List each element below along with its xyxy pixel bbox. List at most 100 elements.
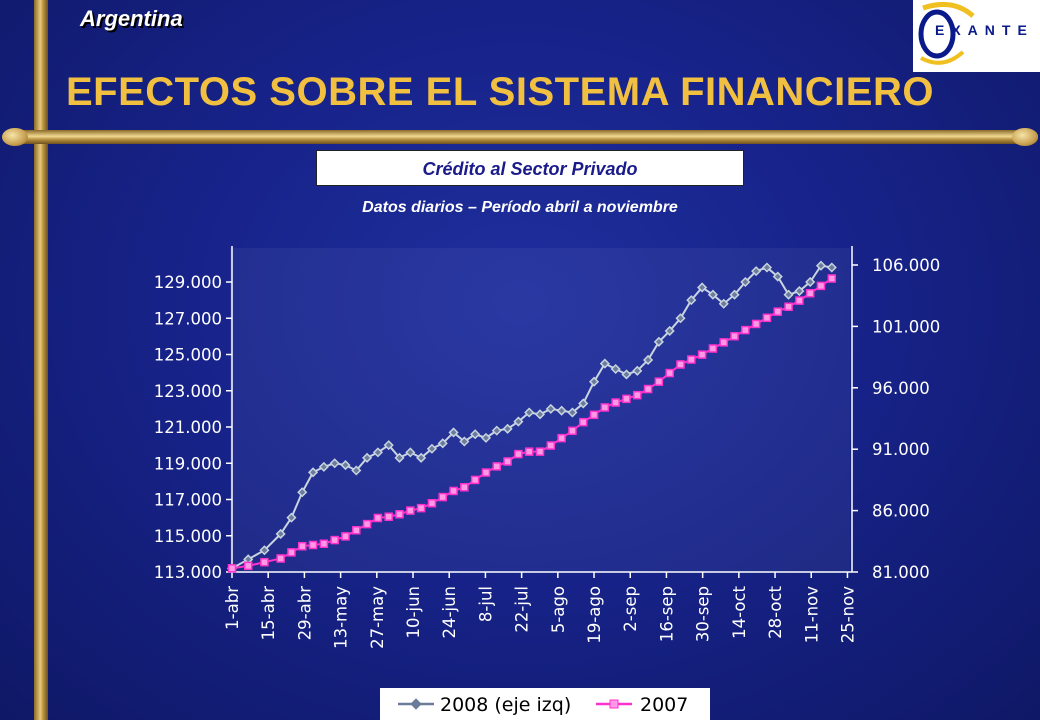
series-2007-point <box>460 483 469 492</box>
series-2008-point <box>416 452 427 463</box>
series-2008-point <box>340 460 351 471</box>
series-2008-point <box>362 452 373 463</box>
series-2007-point <box>687 355 696 364</box>
series-2008-point <box>805 276 816 288</box>
series-2008-point <box>610 363 621 375</box>
series-2008-point <box>502 423 513 434</box>
series-2007-point <box>341 532 350 541</box>
series-2008-point <box>815 260 827 271</box>
x-tick-label: 2-sep <box>621 586 640 632</box>
x-tick-label: 25-nov <box>838 586 857 644</box>
series-2007-point <box>784 302 793 312</box>
series-2008-point <box>524 407 535 418</box>
series-2008-point <box>588 376 600 387</box>
y-left-tick-label: 119.000 <box>154 454 222 473</box>
series-2007-point <box>330 535 339 545</box>
y-left-tick-label: 121.000 <box>154 418 222 437</box>
y-left-tick-label: 115.000 <box>154 527 222 546</box>
series-2008-point <box>286 512 297 523</box>
bar-right-cap <box>1012 128 1038 146</box>
series-2007-point <box>438 492 447 502</box>
series-2008-point <box>329 458 340 469</box>
x-tick-label: 1-abr <box>223 586 242 630</box>
series-2007-point <box>557 433 566 443</box>
series-2008-point <box>664 325 675 336</box>
series-2008-point <box>297 487 308 498</box>
series-2008-point <box>686 295 697 306</box>
series-2008-point <box>459 436 470 447</box>
series-2008-point <box>643 354 654 365</box>
series-2007-point <box>470 475 480 485</box>
series-2008-point <box>772 271 783 282</box>
y-left-tick-label: 117.000 <box>154 491 222 510</box>
bar-left-cap <box>2 128 28 146</box>
x-tick-label: 15-abr <box>259 586 278 641</box>
series-2007-point <box>805 288 815 298</box>
y-left-tick-label: 127.000 <box>154 309 222 328</box>
series-2007-point <box>492 462 502 471</box>
x-tick-label: 8-jul <box>476 586 495 622</box>
series-2007-point <box>730 331 739 341</box>
series-2007-point <box>503 457 512 466</box>
series-2007-point <box>524 447 534 456</box>
series-2008-point <box>307 467 319 478</box>
country-label: Argentina <box>80 6 183 31</box>
series-2008-point <box>426 443 437 454</box>
series-2008-point <box>675 313 686 324</box>
series-2008-point <box>480 432 492 443</box>
series-2007-point <box>654 377 664 386</box>
x-tick-label: 30-sep <box>694 586 713 642</box>
y-left-tick-label: 129.000 <box>154 273 222 292</box>
legend-diamond-marker <box>410 698 422 710</box>
y-right-tick-label: 96.000 <box>872 379 930 398</box>
series-2007-point <box>546 441 556 450</box>
x-tick-label: 24-jun <box>440 586 459 638</box>
series-2008-point <box>405 447 416 458</box>
x-tick-label: 16-sep <box>657 586 676 642</box>
series-2008-point <box>567 407 578 418</box>
x-tick-label: 14-oct <box>730 585 749 638</box>
y-right-tick-label: 86.000 <box>872 502 930 521</box>
series-2007-point <box>568 426 577 436</box>
y-left-tick-label: 123.000 <box>154 382 222 401</box>
series-2008-point <box>578 398 589 409</box>
x-tick-label: 5-ago <box>549 586 568 633</box>
series-2008-point <box>318 461 329 472</box>
series-2007-point <box>308 540 318 550</box>
x-tick-label: 10-jun <box>404 586 423 638</box>
series-2008-point <box>351 465 362 476</box>
series-2007-point <box>260 557 269 567</box>
series-2007-point <box>406 506 415 515</box>
y-left-tick-label: 113.000 <box>154 563 222 582</box>
y-right-tick-label: 101.000 <box>872 317 940 336</box>
series-2007-point <box>633 390 642 400</box>
series-2008-point <box>826 262 837 273</box>
y-right-tick-label: 91.000 <box>872 440 930 459</box>
series-2007-point <box>514 449 523 459</box>
series-2007-point <box>352 525 361 535</box>
series-2008-point <box>621 369 632 380</box>
series-2008-point <box>513 416 524 427</box>
x-tick-label: 13-may <box>332 586 351 649</box>
x-tick-label: 28-oct <box>766 585 785 638</box>
series-2007-point <box>287 548 296 557</box>
y-left-tick-label: 125.000 <box>154 346 222 365</box>
series-2007-point <box>384 512 393 521</box>
series-2007-point <box>622 394 631 404</box>
x-tick-label: 27-may <box>368 586 387 649</box>
series-2007-point <box>481 468 491 477</box>
series-2007-point <box>643 384 653 394</box>
series-2008-point <box>437 438 448 449</box>
series-2008-point <box>707 289 718 300</box>
series-2008-point <box>632 365 643 376</box>
title-underline-bar <box>6 130 1038 144</box>
series-2007-point <box>600 403 610 412</box>
series-2007-point <box>427 498 437 508</box>
series-2008-point <box>448 427 459 438</box>
series-2007-point <box>373 513 383 523</box>
series-2008-point <box>718 298 729 309</box>
legend-label: 2007 <box>640 694 688 716</box>
series-2007-point <box>773 307 783 316</box>
series-2008-point <box>729 289 740 300</box>
